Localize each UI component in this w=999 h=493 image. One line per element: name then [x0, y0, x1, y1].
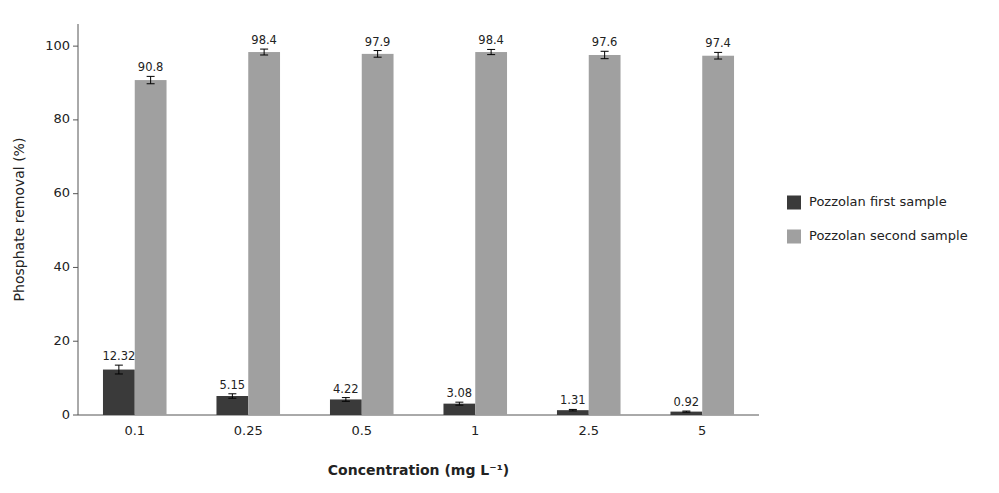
- x-tick-label: 2.5: [578, 423, 599, 438]
- y-tick: [73, 46, 78, 47]
- data-label: 97.6: [592, 35, 618, 49]
- plot-area: [103, 49, 734, 415]
- error-bar: [260, 49, 268, 55]
- y-tick-label: 100: [45, 38, 70, 53]
- bar: [589, 55, 621, 415]
- bar: [557, 410, 589, 415]
- error-bar: [115, 365, 123, 374]
- x-axis-label: Concentration (mg L⁻¹): [328, 462, 509, 478]
- legend-swatch: [787, 196, 801, 210]
- data-label: 1.31: [560, 393, 586, 407]
- data-label: 98.4: [478, 33, 504, 47]
- y-tick: [73, 341, 78, 342]
- data-label: 98.4: [251, 33, 277, 47]
- y-tick: [73, 415, 78, 416]
- error-bar: [374, 51, 382, 58]
- error-bar: [714, 52, 722, 59]
- y-tick-label: 60: [53, 185, 70, 200]
- data-label: 3.08: [447, 386, 473, 400]
- y-tick: [73, 119, 78, 120]
- error-bar: [569, 409, 577, 410]
- bar: [443, 404, 475, 415]
- data-label: 97.9: [365, 35, 391, 49]
- error-bar: [455, 402, 463, 405]
- error-bar: [682, 411, 690, 412]
- bar: [670, 412, 702, 415]
- bar: [475, 52, 507, 415]
- data-label: 5.15: [220, 378, 246, 392]
- data-labels: 12.32 5.15 4.22 3.08 1.31 0.92 90.8 98.4 97.9 98.…: [102, 33, 731, 409]
- bar: [248, 52, 280, 415]
- y-tick-label: 80: [53, 111, 70, 126]
- y-axis: 0 20 40 60 80 100: [45, 24, 759, 422]
- data-label: 4.22: [333, 382, 359, 396]
- legend-swatch: [787, 230, 801, 244]
- bar: [330, 399, 362, 415]
- bar: [362, 54, 394, 415]
- chart-container: 0 20 40 60 80 100 0.1 0.25 0.5 1 2.5 5 Concentration…: [0, 0, 999, 493]
- x-tick-label: 0.5: [351, 423, 372, 438]
- chart-svg: 0 20 40 60 80 100 0.1 0.25 0.5 1 2.5 5 Concentration…: [0, 0, 999, 493]
- legend: Pozzolan first sample Pozzolan second sam…: [787, 194, 968, 244]
- error-bar: [487, 49, 495, 54]
- y-tick-label: 40: [53, 259, 70, 274]
- data-label: 0.92: [674, 395, 700, 409]
- y-tick: [73, 267, 78, 268]
- legend-label: Pozzolan second sample: [809, 228, 968, 243]
- bar: [216, 396, 248, 415]
- y-tick-label: 0: [62, 407, 70, 422]
- legend-label: Pozzolan first sample: [809, 194, 947, 209]
- x-axis: 0.1 0.25 0.5 1 2.5 5: [124, 423, 706, 438]
- bar-series: [135, 49, 734, 415]
- y-axis-label: Phosphate removal (%): [11, 138, 27, 302]
- x-tick-label: 1: [471, 423, 479, 438]
- error-bar: [147, 76, 155, 83]
- data-label: 12.32: [102, 349, 135, 363]
- bar: [702, 56, 734, 415]
- y-tick: [73, 193, 78, 194]
- x-tick-label: 0.25: [234, 423, 263, 438]
- error-bar: [342, 398, 350, 402]
- y-axis-line: [78, 24, 79, 415]
- data-label: 97.4: [705, 36, 731, 50]
- bar: [103, 370, 135, 415]
- error-bar: [228, 394, 236, 398]
- data-label: 90.8: [138, 60, 164, 74]
- error-bar: [601, 51, 609, 58]
- x-tick-label: 5: [698, 423, 706, 438]
- x-axis-line: [78, 415, 759, 416]
- bar: [135, 80, 167, 415]
- x-tick-label: 0.1: [124, 423, 145, 438]
- y-tick-label: 20: [53, 333, 70, 348]
